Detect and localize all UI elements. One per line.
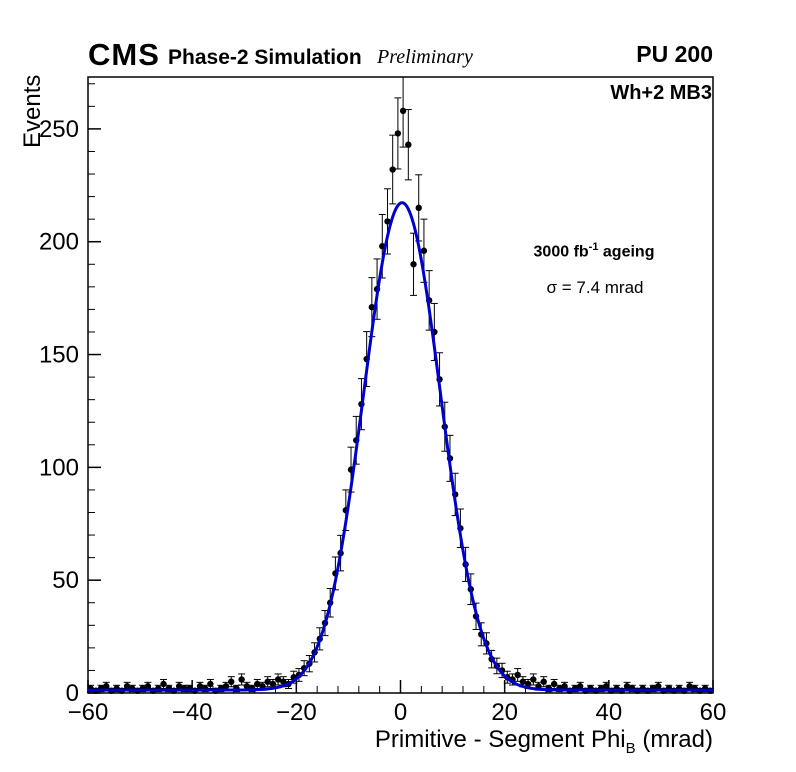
error-bars (87, 76, 714, 693)
data-point (394, 130, 402, 137)
data-point (243, 683, 251, 690)
cms-logo-text: CMS (88, 37, 160, 72)
preliminary-label: Preliminary (377, 46, 473, 68)
data-point (514, 671, 521, 679)
data-point (524, 680, 532, 688)
y-tick-label: 0 (66, 680, 79, 707)
data-point (389, 166, 396, 173)
x-tick-label: 0 (394, 699, 407, 726)
data-point (274, 676, 282, 683)
x-tick-label: −20 (276, 699, 317, 726)
x-tick-label: −60 (68, 699, 109, 726)
x-axis: −60 −40 −20 0 20 40 60 (68, 680, 727, 726)
fit-curve (87, 201, 714, 692)
data-point (540, 678, 547, 685)
y-tick-label: 250 (39, 116, 79, 143)
data-point (269, 680, 277, 688)
data-points (87, 107, 714, 694)
data-point (410, 261, 417, 268)
pileup-label: PU 200 (636, 41, 713, 67)
y-tick-label: 50 (52, 567, 79, 594)
y-tick-label: 100 (39, 454, 79, 481)
data-point (160, 680, 167, 688)
data-point (655, 683, 662, 690)
x-tick-label: 40 (595, 699, 622, 726)
y-tick-label: 150 (39, 342, 79, 369)
luminosity-ageing-annotation: 3000 fb-1 ageing (534, 241, 655, 261)
data-point (603, 683, 610, 690)
data-point (405, 141, 412, 148)
data-point (280, 678, 287, 685)
data-point (399, 107, 407, 115)
data-point (623, 683, 631, 690)
data-point (519, 678, 527, 685)
data-point (368, 303, 376, 311)
data-point (561, 683, 568, 690)
x-axis-title-main: Primitive - Segment Phi (374, 726, 626, 753)
lumi-suffix: ageing (598, 243, 655, 261)
data-point (550, 680, 558, 688)
data-point (222, 683, 230, 690)
data-point (196, 683, 204, 690)
data-point (123, 683, 131, 690)
x-tick-label: 60 (700, 699, 727, 726)
x-axis-title-subscript: B (625, 739, 636, 757)
data-point (207, 680, 214, 688)
data-point (144, 683, 152, 690)
data-point (228, 678, 235, 685)
x-axis-title: Primitive - Segment PhiB (mrad) (375, 726, 713, 757)
lumi-exponent: -1 (588, 241, 599, 253)
data-point (415, 204, 422, 212)
y-tick-label: 200 (39, 229, 79, 256)
data-point (530, 676, 537, 683)
wheel-station-label: Wh+2 MB3 (610, 82, 712, 104)
data-point (264, 678, 271, 685)
x-tick-label: −40 (172, 699, 213, 726)
data-point (238, 676, 245, 683)
data-point (686, 683, 693, 690)
data-point (420, 247, 428, 254)
y-axis-title: Events (19, 75, 46, 148)
sigma-annotation: σ = 7.4 mrad (546, 278, 644, 297)
lumi-value: 3000 fb (533, 243, 589, 261)
phase2-simulation-label: Phase-2 Simulation (168, 46, 362, 69)
data-point (576, 683, 584, 690)
data-point (175, 683, 183, 690)
data-point (384, 218, 391, 225)
x-tick-label: 20 (491, 699, 518, 726)
y-axis: 0 50 100 150 200 250 (39, 83, 101, 707)
data-point (103, 683, 110, 690)
data-point (254, 680, 261, 688)
x-axis-title-unit: (mrad) (635, 726, 713, 753)
